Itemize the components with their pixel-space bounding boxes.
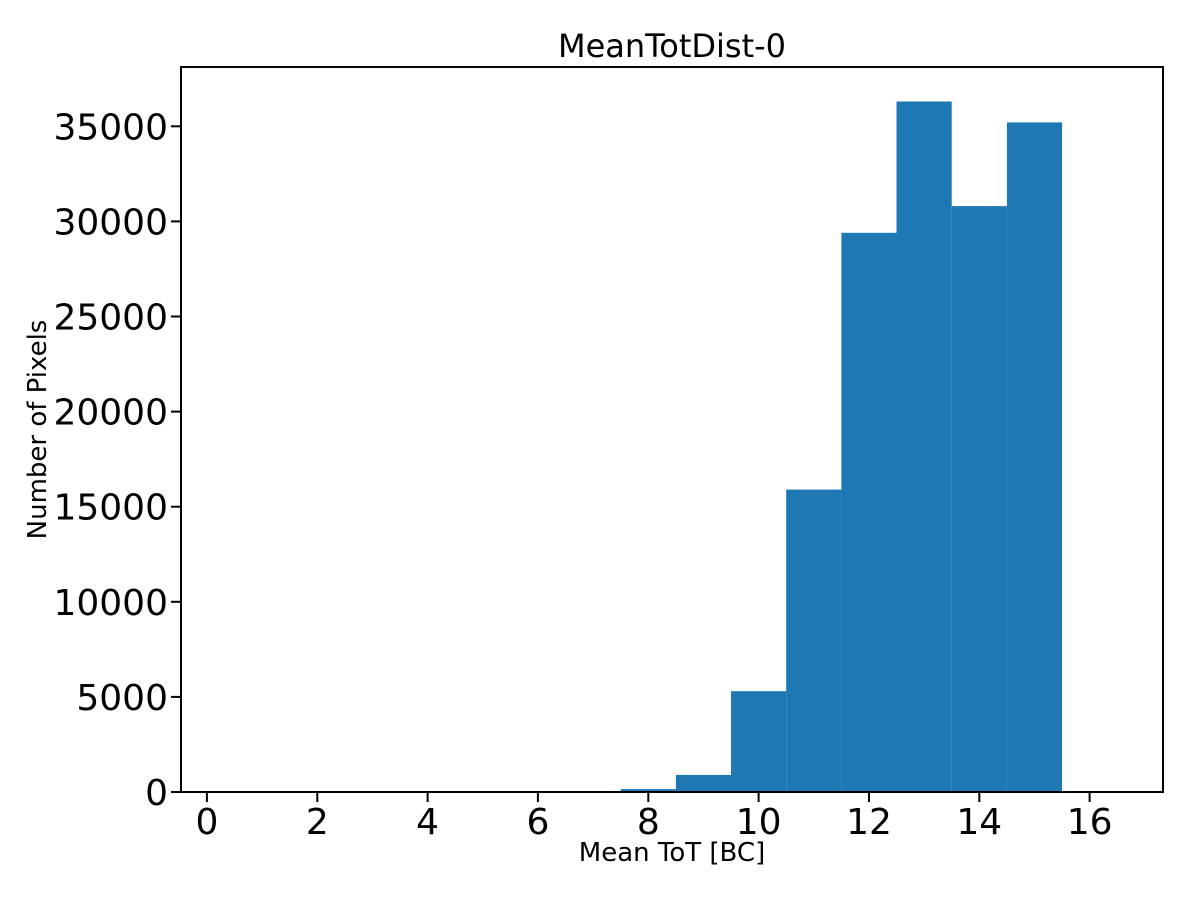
y-tick-label: 5000 — [76, 678, 168, 719]
histogram-bar — [675, 774, 732, 792]
x-tick-label: 12 — [846, 802, 892, 843]
x-tick-label: 16 — [1067, 802, 1113, 843]
histogram-bar — [620, 789, 676, 792]
axes-border — [180, 66, 1164, 793]
x-tick-label: 10 — [736, 802, 782, 843]
y-tick-label: 10000 — [53, 583, 168, 624]
y-tick-label: 15000 — [53, 488, 168, 529]
y-tick-label: 0 — [145, 773, 168, 814]
y-tick-label: 20000 — [53, 393, 168, 434]
y-tick-label: 35000 — [53, 107, 168, 148]
x-tick-label: 2 — [306, 802, 329, 843]
x-tick-label: 8 — [637, 802, 660, 843]
y-axis-ticks: 0 5000 10000 15000 20000 25000 30000 35000 — [53, 107, 181, 814]
x-tick-label: 4 — [416, 802, 439, 843]
x-tick-label: 6 — [526, 802, 549, 843]
y-tick-label: 25000 — [53, 298, 168, 339]
y-tick-label: 30000 — [53, 202, 168, 243]
x-tick-label: 14 — [956, 802, 1002, 843]
y-axis-label: Number of Pixels — [23, 320, 53, 540]
histogram-bar — [951, 206, 1007, 793]
histogram-bar — [841, 232, 897, 793]
histogram-bars — [620, 101, 1063, 793]
histogram-bar — [731, 691, 787, 792]
histogram-bar — [896, 101, 952, 792]
histogram-bar — [786, 489, 842, 792]
x-axis-label: Mean ToT [BC] — [579, 838, 765, 868]
chart-title: MeanTotDist-0 — [558, 27, 786, 65]
x-axis-ticks: 0 2 4 6 8 10 12 14 16 — [195, 792, 1113, 843]
histogram-bar — [1006, 122, 1063, 792]
x-tick-label: 0 — [195, 802, 218, 843]
